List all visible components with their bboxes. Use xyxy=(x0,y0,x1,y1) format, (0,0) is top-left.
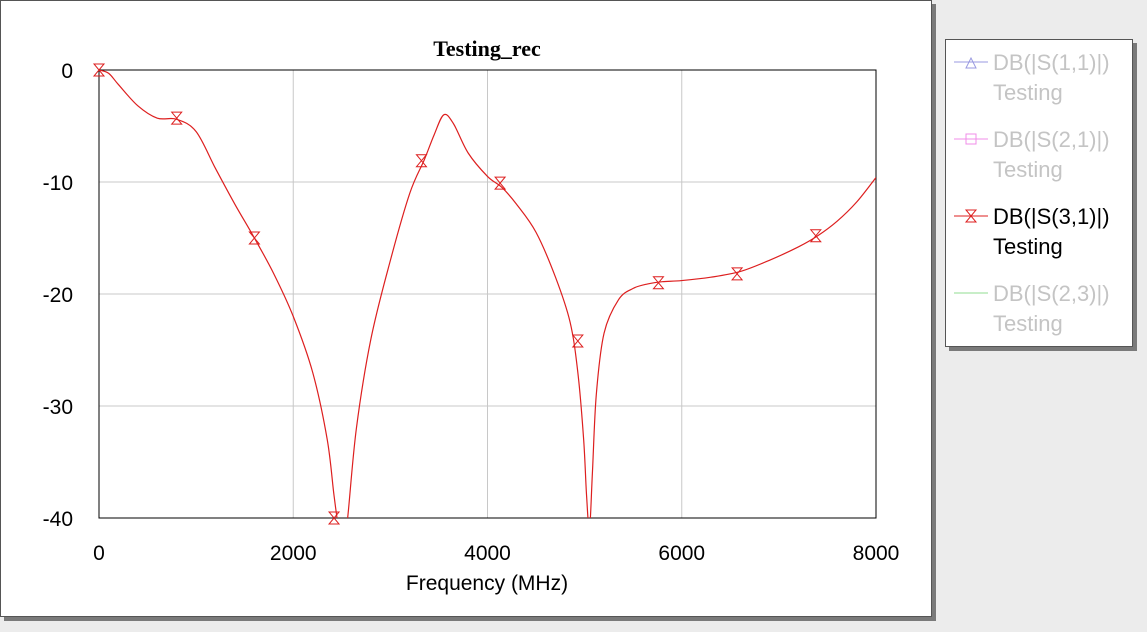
legend-item-s21[interactable]: DB(|S(2,1)|) Testing xyxy=(946,117,1132,182)
x-tick-label: 0 xyxy=(93,542,105,565)
chart[interactable]: Testing_rec 0 2000 4000 6000 8000 0 -10 -20 -30 -… xyxy=(1,1,931,616)
triangle-marker-icon xyxy=(954,56,988,69)
data-marker xyxy=(327,511,341,525)
hourglass-marker-icon xyxy=(954,209,988,223)
plain-line-icon xyxy=(954,292,988,294)
legend-item-s11[interactable]: DB(|S(1,1)|) Testing xyxy=(946,40,1132,105)
tick-labels: 0 2000 4000 6000 8000 0 -10 -20 -30 -40 xyxy=(43,60,900,565)
legend-sub-s31: Testing xyxy=(993,234,1063,259)
x-tick-label: 4000 xyxy=(464,542,511,565)
curve-layer xyxy=(99,70,876,518)
data-marker xyxy=(170,111,183,125)
legend-label-s23: DB(|S(2,3)|) xyxy=(993,281,1110,306)
x-tick-label: 6000 xyxy=(658,542,705,565)
legend[interactable]: DB(|S(1,1)|) Testing DB(|S(2,1)|) Testin… xyxy=(945,39,1133,347)
legend-sub-s11: Testing xyxy=(993,80,1063,105)
data-marker xyxy=(809,229,822,243)
square-marker-icon xyxy=(954,133,988,145)
x-tick-label: 2000 xyxy=(270,542,317,565)
data-marker xyxy=(92,63,106,77)
data-marker xyxy=(415,154,428,168)
data-marker xyxy=(494,176,507,190)
series-line-2 xyxy=(99,70,876,518)
data-marker xyxy=(652,276,665,290)
marker-layer xyxy=(92,63,822,525)
plot-area-frame xyxy=(98,69,877,519)
y-tick-label: -40 xyxy=(43,508,73,531)
y-tick-label: 0 xyxy=(61,60,73,83)
plot-window[interactable]: Testing_rec 0 2000 4000 6000 8000 0 -10 -20 -30 -… xyxy=(0,0,932,617)
data-marker xyxy=(571,334,584,348)
chart-title: Testing_rec xyxy=(433,36,541,61)
data-marker xyxy=(248,231,261,245)
legend-item-s23[interactable]: DB(|S(2,3)|) Testing xyxy=(946,271,1132,336)
grid-lines xyxy=(98,69,877,519)
legend-label-s11: DB(|S(1,1)|) xyxy=(993,50,1110,75)
data-marker xyxy=(731,267,744,281)
legend-label-s21: DB(|S(2,1)|) xyxy=(993,127,1110,152)
x-tick-label: 8000 xyxy=(853,542,900,565)
y-tick-label: -30 xyxy=(43,396,73,419)
legend-sub-s21: Testing xyxy=(993,157,1063,182)
y-tick-label: -10 xyxy=(43,172,73,195)
legend-sub-s23: Testing xyxy=(993,311,1063,336)
x-axis-label: Frequency (MHz) xyxy=(406,572,568,595)
legend-label-s31: DB(|S(3,1)|) xyxy=(993,204,1110,229)
y-tick-label: -20 xyxy=(43,284,73,307)
legend-item-s31[interactable]: DB(|S(3,1)|) Testing xyxy=(946,194,1132,259)
